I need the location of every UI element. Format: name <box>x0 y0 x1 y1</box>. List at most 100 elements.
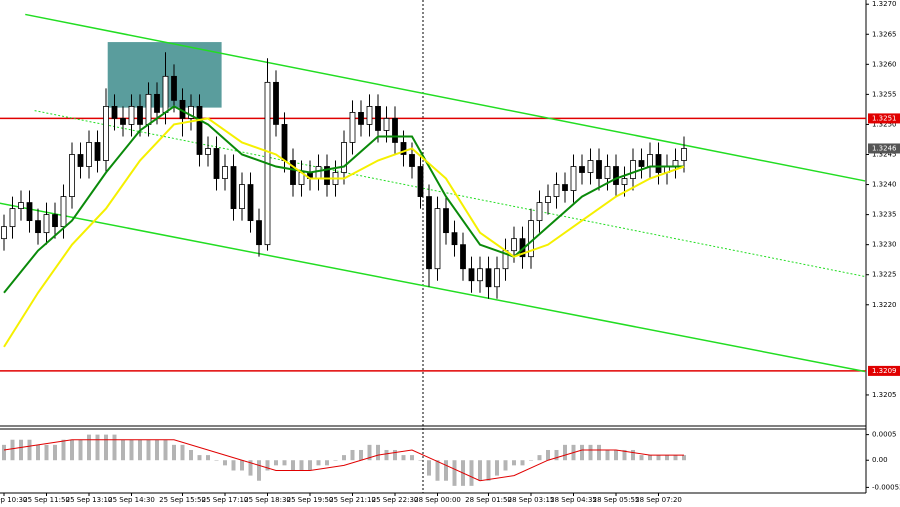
histogram-bar <box>350 449 355 461</box>
candle-body <box>579 166 585 173</box>
candle-body <box>630 160 636 179</box>
y-tick-label: 1.3230 <box>872 241 897 249</box>
histogram-bar <box>580 444 584 461</box>
histogram-bar <box>554 449 559 461</box>
candle-body <box>485 268 492 288</box>
current-price-bg <box>868 143 900 154</box>
candle-body <box>162 75 169 113</box>
histogram-bar <box>648 455 652 461</box>
x-tick-label: 25 Sep 10:30 <box>0 496 27 504</box>
level-label-bg <box>868 365 900 376</box>
histogram-bar <box>180 444 185 461</box>
candle-body <box>400 142 407 155</box>
histogram-bar <box>78 439 83 461</box>
candle-body <box>111 106 118 119</box>
y-tick-label: 1.3260 <box>872 60 897 68</box>
current-price-label: 1.3246 <box>872 144 897 152</box>
histogram-bar <box>257 460 261 481</box>
y-tick-label: 1.3225 <box>872 271 897 279</box>
histogram-bar <box>673 455 678 461</box>
candle-body <box>205 148 211 155</box>
histogram-bar <box>546 449 550 461</box>
level-label: 1.3209 <box>872 367 897 375</box>
candle-body <box>1 226 7 240</box>
candle-body <box>596 160 602 179</box>
histogram-bar <box>376 444 380 461</box>
histogram-bar <box>138 439 142 461</box>
x-tick-label: 25 Sep 22:30 <box>372 496 419 504</box>
candle-body <box>171 75 177 101</box>
candle-body <box>273 81 279 125</box>
y-tick-label: 1.3265 <box>872 30 897 38</box>
histogram-bar <box>444 460 448 481</box>
candle-body <box>128 106 135 125</box>
histogram-bar <box>274 460 278 466</box>
candle-body <box>443 208 449 234</box>
candle-body <box>604 166 611 179</box>
x-tick-label: 28 Sep 00:00 <box>414 496 461 504</box>
histogram-bar <box>639 455 644 461</box>
candle-body <box>621 178 628 185</box>
x-tick-label: 25 Sep 15:50 <box>159 496 206 504</box>
x-tick-label: 25 Sep 21:10 <box>329 496 376 504</box>
candle-body <box>460 244 466 270</box>
candle-body <box>681 148 687 161</box>
x-tick-label: 25 Sep 11:50 <box>23 496 70 504</box>
signal-line <box>3 439 684 482</box>
candle-body <box>417 166 424 197</box>
x-tick-label: 25 Sep 19:50 <box>287 496 334 504</box>
histogram-bar <box>495 460 499 476</box>
histogram-bar <box>427 460 431 476</box>
histogram-bar <box>410 455 414 461</box>
x-tick-label: 28 Sep 05:55 <box>593 496 640 504</box>
histogram-bar <box>359 449 363 461</box>
histogram-bar <box>631 449 635 461</box>
candle-body <box>26 202 33 222</box>
candle-body <box>256 220 262 246</box>
candle-body <box>434 208 441 270</box>
histogram-bar <box>146 439 151 461</box>
histogram-bar <box>588 444 593 461</box>
histogram-bar <box>121 439 125 461</box>
candle-body <box>230 166 237 209</box>
histogram-bar <box>206 455 210 461</box>
candle-body <box>315 166 322 179</box>
histogram-bar <box>333 460 338 461</box>
candle-body <box>638 160 645 167</box>
candle-body <box>587 160 594 173</box>
histogram-bar <box>299 460 304 471</box>
histogram-bar <box>665 455 669 461</box>
histogram-bar <box>384 449 389 461</box>
candle-body <box>647 154 653 167</box>
y-tick-label: -0.00053 <box>872 483 900 491</box>
x-tick-label: 28 Sep 07:20 <box>635 496 682 504</box>
candle-body <box>570 166 577 191</box>
candle-body <box>562 184 568 191</box>
candle-body <box>94 142 101 161</box>
y-tick-label: 1.3240 <box>872 181 897 189</box>
y-tick-label: 0.00 <box>872 456 888 464</box>
histogram-bar <box>112 434 117 461</box>
histogram-bar <box>563 444 567 461</box>
candle-body <box>324 166 330 185</box>
histogram-bar <box>452 460 457 486</box>
channel-line <box>0 202 866 373</box>
candle-body <box>545 196 551 203</box>
histogram-bar <box>308 460 312 471</box>
histogram-bar <box>19 439 23 461</box>
candle-body <box>477 268 483 282</box>
histogram-bar <box>87 434 91 461</box>
candle-body <box>9 208 16 228</box>
histogram-bar <box>95 434 100 461</box>
histogram-bar <box>155 439 159 461</box>
y-tick-label: 1.3250 <box>872 120 897 128</box>
histogram-bar <box>248 460 253 476</box>
x-tick-label: 28 Sep 03:15 <box>508 496 555 504</box>
histogram-bar <box>197 455 202 461</box>
candle-body <box>18 202 24 209</box>
histogram-bar <box>44 444 49 461</box>
histogram-bar <box>478 460 482 481</box>
histogram-bar <box>512 460 516 466</box>
histogram-bar <box>240 460 244 471</box>
candle-body <box>188 106 194 119</box>
